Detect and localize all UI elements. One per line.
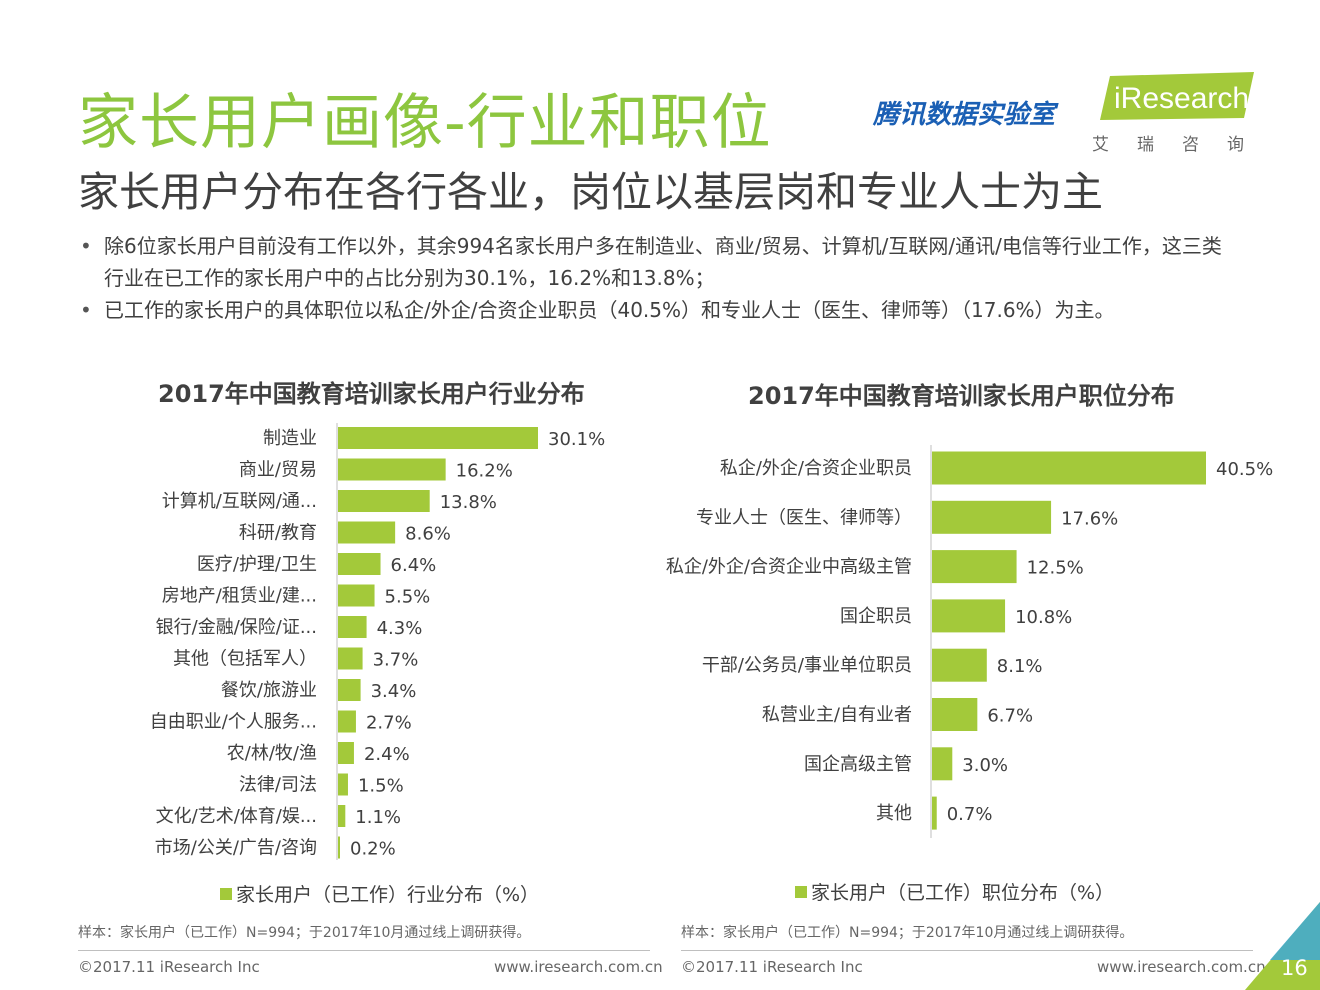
category-label-0-13: 市场/公关/广告/咨询 [155,838,317,859]
footer-copyright-right: ©2017.11 iResearch Inc [681,958,863,976]
value-label-0-2: 13.8% [440,492,497,513]
category-label-1-4: 干部/公务员/事业单位职员 [702,655,912,676]
bar-0-12 [338,805,346,827]
bar-0-2 [338,490,430,512]
chart-title-position: 2017年中国教育培训家长用户职位分布 [748,382,1175,410]
bullet-item: 除6位家长用户目前没有工作以外，其余994名家长用户多在制造业、商业/贸易、计算… [78,230,1238,294]
value-label-1-0: 40.5% [1216,459,1273,480]
bar-0-3 [338,521,396,544]
bar-0-0 [338,427,538,449]
bar-1-0 [932,451,1206,485]
category-label-1-1: 专业人士（医生、律师等） [696,507,912,528]
bar-0-10 [338,742,354,764]
footer-divider-right [681,950,1253,951]
value-label-0-12: 1.1% [355,807,401,828]
category-label-0-2: 计算机/互联网/通... [162,491,317,512]
bullet-item: 已工作的家长用户的具体职位以私企/外企/合资企业职员（40.5%）和专业人士（医… [78,294,1238,326]
footer-copyright-left: ©2017.11 iResearch Inc [78,958,260,976]
bar-1-2 [932,550,1017,584]
category-label-0-10: 农/林/牧/渔 [227,743,317,764]
legend-label: 家长用户（已工作）职位分布（%） [811,882,1115,904]
footer-url-right[interactable]: www.iresearch.com.cn [1097,958,1266,976]
category-label-0-5: 房地产/租赁业/建... [162,586,317,607]
category-label-1-0: 私企/外企/合资企业职员 [720,458,912,479]
category-label-1-7: 其他 [876,803,912,824]
value-label-0-6: 4.3% [377,618,423,639]
value-label-0-11: 1.5% [358,776,404,797]
legend-swatch [220,888,232,900]
category-label-0-11: 法律/司法 [239,775,317,796]
category-label-0-3: 科研/教育 [239,523,317,544]
category-label-0-1: 商业/贸易 [239,460,317,481]
value-label-0-5: 5.5% [385,587,431,608]
bar-0-6 [338,616,367,638]
legend-position: 家长用户（已工作）职位分布（%） [795,878,1114,905]
value-label-0-13: 0.2% [350,839,396,860]
value-label-1-6: 3.0% [962,755,1008,776]
bar-0-11 [338,773,348,796]
bar-0-8 [338,679,361,701]
value-label-0-3: 8.6% [405,524,451,545]
category-label-0-12: 文化/艺术/体育/娱... [156,806,317,827]
category-label-0-6: 银行/金融/保险/证... [156,617,317,638]
value-label-0-9: 2.7% [366,713,412,734]
value-label-0-7: 3.7% [373,650,419,671]
bar-0-5 [338,584,375,607]
category-label-1-2: 私企/外企/合资企业中高级主管 [666,557,912,578]
category-label-1-5: 私营业主/自有业者 [762,705,912,726]
iresearch-logo-text: iResearch [1114,82,1249,115]
value-label-1-2: 12.5% [1027,558,1084,579]
bar-0-4 [338,553,381,575]
value-label-1-4: 8.1% [997,656,1043,677]
bar-0-7 [338,647,363,670]
category-label-0-7: 其他（包括军人） [173,649,317,670]
bar-1-7 [932,796,937,830]
value-label-1-1: 17.6% [1061,508,1118,529]
iresearch-logo-cn: 艾瑞咨询 [1092,135,1272,155]
bar-1-1 [932,500,1052,534]
sample-note-right: 样本：家长用户（已工作）N=994；于2017年10月通过线上调研获得。 [681,925,1134,941]
chart-title-industry: 2017年中国教育培训家长用户行业分布 [158,380,585,408]
category-label-1-3: 国企职员 [840,606,912,627]
page-title: 家长用户画像-行业和职位 [78,88,772,158]
bar-1-5 [932,698,978,731]
value-label-0-10: 2.4% [364,744,410,765]
legend-industry: 家长用户（已工作）行业分布（%） [220,880,539,907]
page-number: 16 [1281,956,1308,980]
bar-1-4 [932,648,987,682]
category-label-0-0: 制造业 [263,428,317,449]
category-label-0-9: 自由职业/个人服务... [150,712,317,733]
footer-divider-left [78,950,650,951]
value-label-0-1: 16.2% [456,461,513,482]
iresearch-logo: iResearch [1100,72,1254,120]
footer-url-left[interactable]: www.iresearch.com.cn [494,958,663,976]
sample-note-left: 样本：家长用户（已工作）N=994；于2017年10月通过线上调研获得。 [78,925,531,941]
bar-1-3 [932,599,1006,633]
tencent-data-lab-logo: 腾讯数据实验室 [873,100,1056,130]
category-label-0-4: 医疗/护理/卫生 [197,554,317,575]
bar-1-6 [932,747,953,781]
category-label-1-6: 国企高级主管 [804,754,912,775]
bar-0-13 [338,836,340,859]
bar-0-1 [338,458,446,481]
value-label-1-7: 0.7% [947,804,993,825]
value-label-0-8: 3.4% [371,681,417,702]
value-label-1-5: 6.7% [987,706,1033,727]
bar-0-9 [338,710,356,733]
page-subtitle: 家长用户分布在各行各业，岗位以基层岗和专业人士为主 [78,168,1103,216]
value-label-0-0: 30.1% [548,429,605,450]
legend-swatch [795,886,807,898]
category-label-0-8: 餐饮/旅游业 [221,680,317,701]
legend-label: 家长用户（已工作）行业分布（%） [236,884,540,906]
value-label-1-3: 10.8% [1015,607,1072,628]
summary-bullets: 除6位家长用户目前没有工作以外，其余994名家长用户多在制造业、商业/贸易、计算… [78,230,1238,326]
value-label-0-4: 6.4% [391,555,437,576]
